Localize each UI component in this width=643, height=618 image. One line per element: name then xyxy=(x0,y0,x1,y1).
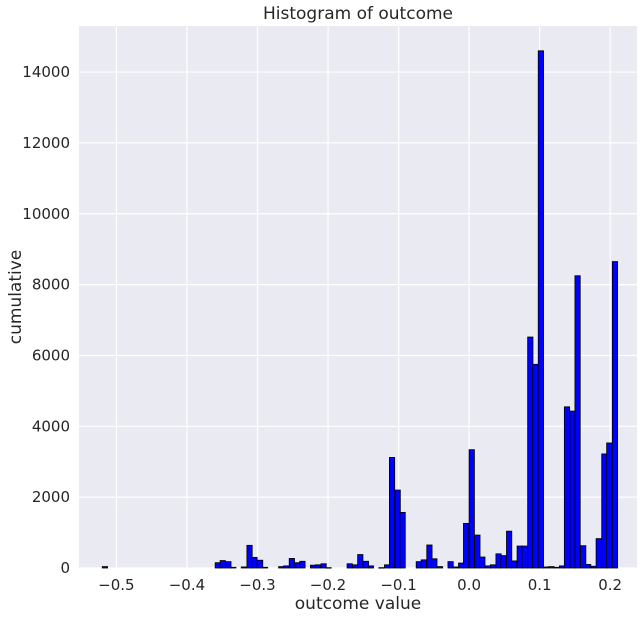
histogram-bar xyxy=(225,561,232,569)
histogram-bar xyxy=(101,566,108,569)
y-axis-label: cumulative xyxy=(6,250,26,345)
grid-lines xyxy=(79,26,637,569)
histogram-bar xyxy=(484,565,492,569)
histogram-bar xyxy=(548,566,555,569)
histogram-bar xyxy=(606,442,613,569)
histogram-bar xyxy=(384,564,391,569)
histogram-bar xyxy=(426,544,433,569)
histogram-bar xyxy=(246,544,253,569)
x-tick-labels: −0.5 −0.4 −0.3 −0.2 −0.1 0.0 0.1 0.2 xyxy=(98,576,622,594)
histogram-bar xyxy=(431,558,438,569)
x-tick-label: −0.4 xyxy=(169,576,205,594)
histogram-bar xyxy=(527,336,534,569)
bars xyxy=(101,50,619,569)
y-tick-label: 8000 xyxy=(32,276,70,294)
histogram-bar xyxy=(352,564,359,569)
histogram-bar xyxy=(314,564,322,569)
x-tick-label: −0.1 xyxy=(380,576,416,594)
histogram-bar xyxy=(574,275,581,569)
plot-background xyxy=(79,26,637,568)
histogram-bar xyxy=(595,538,602,569)
histogram-bar xyxy=(219,560,226,569)
y-tick-label: 0 xyxy=(60,559,70,577)
y-tick-labels: 0 2000 4000 6000 8000 10000 12000 14000 xyxy=(22,63,70,577)
histogram-bar xyxy=(388,457,396,569)
histogram-bar xyxy=(506,530,513,569)
histogram-bar xyxy=(580,545,587,569)
histogram-bar xyxy=(468,449,475,569)
histogram-bar xyxy=(257,559,264,569)
histogram-bar xyxy=(521,545,528,569)
y-tick-label: 14000 xyxy=(22,63,70,81)
histogram-bar xyxy=(474,534,481,569)
histogram-bar xyxy=(230,566,237,569)
histogram-bar xyxy=(569,410,576,569)
histogram-bar xyxy=(299,560,306,569)
histogram-bar xyxy=(278,566,285,569)
y-tick-label: 2000 xyxy=(32,488,70,506)
histogram-bar xyxy=(563,406,571,569)
histogram-bar xyxy=(415,561,422,569)
histogram-bar xyxy=(585,564,592,569)
y-tick-label: 10000 xyxy=(22,205,70,223)
histogram-bar xyxy=(283,565,290,569)
chart-title: Histogram of outcome xyxy=(263,4,453,24)
histogram-bar xyxy=(452,566,459,569)
histogram-bar xyxy=(362,560,369,569)
histogram-bar xyxy=(436,566,444,569)
histogram-bar xyxy=(500,555,507,569)
histogram-bar xyxy=(532,363,539,569)
histogram-bar xyxy=(293,562,300,569)
histogram-bar xyxy=(611,261,619,569)
x-axis-label: outcome value xyxy=(295,594,421,614)
histogram-bar xyxy=(367,565,374,569)
histogram-bar xyxy=(399,511,406,569)
histogram-bar xyxy=(378,567,385,569)
histogram-bar xyxy=(537,50,544,569)
histogram-bar xyxy=(542,566,549,569)
y-tick-label: 4000 xyxy=(32,417,70,435)
x-tick-label: 0.1 xyxy=(528,576,552,594)
histogram-bar xyxy=(479,556,486,569)
x-tick-label: 0.0 xyxy=(457,576,481,594)
x-tick-label: 0.2 xyxy=(598,576,622,594)
histogram-bar xyxy=(511,560,518,569)
histogram-bar xyxy=(394,489,401,569)
histogram-bar xyxy=(240,566,247,569)
histogram-bar xyxy=(251,556,258,569)
histogram-bar xyxy=(495,553,502,569)
histogram-bar xyxy=(420,559,427,569)
y-tick-label: 12000 xyxy=(22,134,70,152)
histogram-bar xyxy=(601,453,608,569)
histogram-bar xyxy=(288,558,295,569)
histogram-bar xyxy=(463,522,470,569)
histogram-bar xyxy=(346,563,353,569)
histogram-bar xyxy=(214,562,221,569)
histogram-bar xyxy=(590,565,597,569)
histogram-bar xyxy=(262,566,269,569)
histogram-bar xyxy=(357,554,364,569)
histogram-bar xyxy=(516,545,523,569)
histogram-bar xyxy=(553,566,560,569)
x-tick-label: −0.5 xyxy=(98,576,134,594)
y-tick-label: 6000 xyxy=(32,346,70,364)
x-tick-label: −0.2 xyxy=(310,576,346,594)
histogram-bar xyxy=(458,562,465,569)
histogram-bar xyxy=(489,564,496,569)
x-tick-label: −0.3 xyxy=(239,576,275,594)
histogram-bar xyxy=(559,565,566,569)
histogram-bar xyxy=(325,567,332,569)
histogram-bar xyxy=(320,563,327,569)
histogram-bar xyxy=(447,561,454,569)
histogram-bar xyxy=(309,564,317,569)
